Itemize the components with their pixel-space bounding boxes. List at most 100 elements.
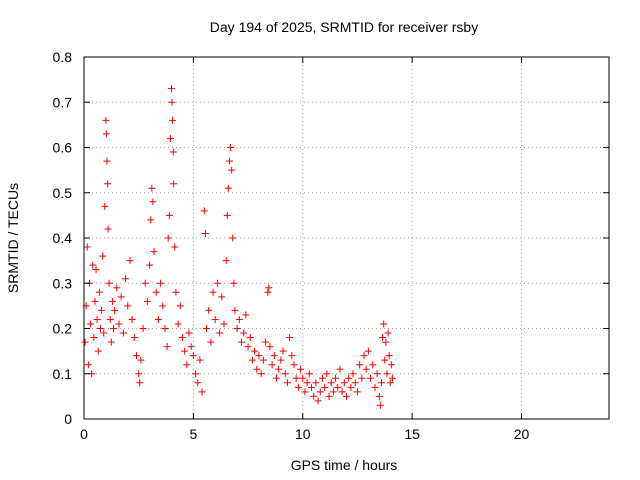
- data-point: [387, 361, 395, 369]
- data-point: [349, 370, 357, 378]
- data-point: [235, 315, 243, 323]
- data-point: [378, 379, 385, 387]
- data-point: [332, 374, 340, 382]
- data-point: [209, 288, 217, 296]
- data-point: [329, 388, 337, 396]
- data-point: [205, 306, 213, 314]
- data-point: [81, 338, 89, 346]
- data-point: [124, 302, 132, 310]
- data-point: [170, 180, 178, 188]
- data-point: [111, 306, 119, 314]
- data-point: [281, 370, 289, 378]
- data-points: [81, 85, 396, 409]
- data-point: [257, 370, 265, 378]
- x-tick-label: 15: [404, 426, 420, 442]
- data-point: [270, 352, 278, 360]
- data-point: [198, 388, 206, 396]
- data-point: [375, 392, 383, 400]
- data-point: [233, 325, 241, 332]
- data-point: [334, 383, 342, 391]
- data-point: [381, 356, 389, 364]
- plot-frame: [83, 56, 610, 420]
- data-point: [340, 379, 348, 387]
- data-point: [152, 288, 160, 296]
- data-point: [353, 388, 361, 396]
- data-point: [312, 379, 320, 387]
- data-point: [327, 379, 335, 387]
- data-point: [246, 334, 254, 342]
- data-point: [84, 361, 92, 369]
- data-point: [279, 347, 287, 355]
- data-point: [213, 279, 221, 287]
- data-point: [200, 207, 208, 215]
- data-point: [240, 329, 248, 337]
- data-point: [321, 383, 329, 391]
- data-point: [181, 347, 189, 355]
- data-point: [102, 130, 110, 138]
- data-point: [316, 388, 324, 396]
- data-point: [325, 392, 333, 400]
- data-point: [223, 211, 231, 219]
- data-point: [141, 279, 149, 287]
- y-tick-label: 0.6: [53, 140, 73, 156]
- data-point: [360, 352, 368, 360]
- data-point: [369, 361, 377, 369]
- data-point: [100, 329, 108, 337]
- data-point: [238, 338, 245, 346]
- data-point: [388, 374, 396, 382]
- data-point: [248, 356, 256, 364]
- x-tick-label: 0: [80, 426, 88, 442]
- data-point: [94, 347, 102, 355]
- data-point: [305, 370, 313, 378]
- data-point: [165, 211, 173, 219]
- data-point: [347, 383, 355, 391]
- data-point: [110, 325, 118, 332]
- data-point: [148, 184, 156, 192]
- data-point: [264, 288, 272, 296]
- data-point: [224, 184, 232, 192]
- data-point: [147, 216, 155, 224]
- data-point: [222, 257, 230, 265]
- data-point: [93, 315, 101, 323]
- data-point: [119, 329, 127, 337]
- data-point: [262, 338, 270, 346]
- data-point: [108, 297, 116, 305]
- y-tick-label: 0.4: [53, 230, 73, 246]
- data-point: [314, 397, 322, 405]
- data-point: [367, 374, 375, 382]
- data-point: [275, 365, 283, 373]
- data-point: [364, 347, 372, 355]
- data-point: [290, 361, 298, 369]
- data-point: [95, 288, 103, 296]
- data-point: [157, 279, 165, 287]
- data-point: [201, 229, 209, 237]
- data-point: [89, 261, 97, 269]
- axis-ticks: 0 5 10 15 20 0 0.1 0.2 0.3 0.4 0.5 0.6 0.7 0.8: [53, 49, 609, 442]
- data-point: [227, 144, 235, 151]
- data-point: [299, 374, 307, 382]
- data-point: [216, 329, 224, 337]
- data-point: [228, 166, 236, 174]
- data-point: [133, 352, 140, 360]
- data-point: [166, 134, 174, 142]
- data-point: [251, 347, 259, 355]
- data-point: [91, 297, 99, 305]
- data-point: [92, 266, 100, 274]
- data-point: [98, 306, 105, 314]
- data-point: [143, 297, 151, 305]
- data-point: [83, 243, 91, 251]
- data-point: [343, 392, 350, 400]
- data-point: [117, 293, 125, 301]
- data-point: [128, 315, 136, 323]
- data-point: [161, 325, 169, 332]
- data-point: [99, 252, 107, 260]
- data-point: [259, 356, 267, 364]
- data-point: [107, 338, 115, 346]
- data-point: [242, 311, 250, 319]
- data-point: [229, 234, 237, 242]
- data-point: [310, 392, 318, 400]
- data-point: [338, 388, 346, 396]
- data-point: [90, 334, 98, 342]
- data-point: [376, 401, 384, 409]
- data-point: [351, 379, 359, 387]
